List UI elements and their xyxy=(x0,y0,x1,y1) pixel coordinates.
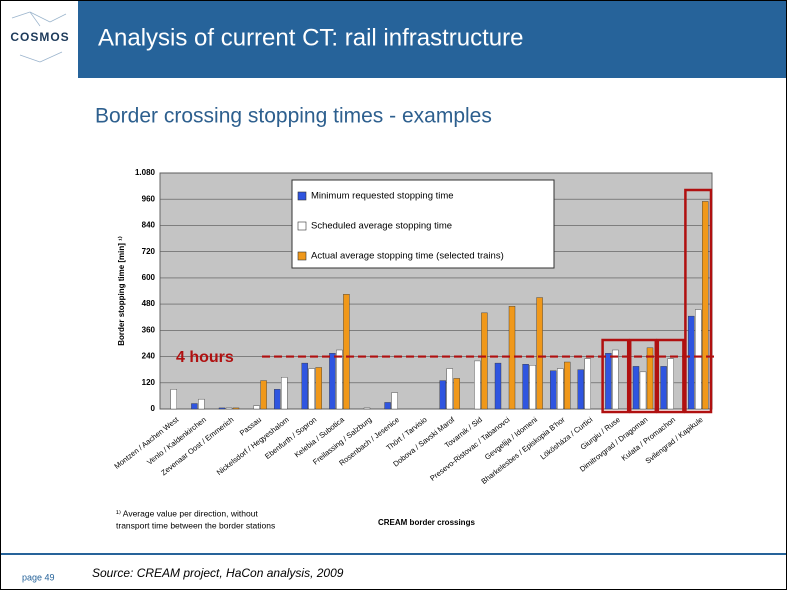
legend-label: Scheduled average stopping time xyxy=(311,221,452,232)
y-tick-label: 480 xyxy=(142,299,156,308)
bar xyxy=(577,369,584,410)
bar xyxy=(260,380,267,410)
subtitle: Border crossing stopping times - example… xyxy=(95,105,492,128)
legend-label: Actual average stopping time (selected t… xyxy=(311,251,504,262)
page-number: page 49 xyxy=(22,572,55,582)
x-axis-label: CREAM border crossings xyxy=(378,518,475,527)
bar xyxy=(702,201,709,410)
highlight-box xyxy=(601,338,630,414)
y-tick-label: 840 xyxy=(142,221,156,230)
bar xyxy=(612,349,619,410)
bar xyxy=(557,368,564,410)
bar xyxy=(453,378,460,410)
bar xyxy=(232,407,240,410)
y-tick-label: 120 xyxy=(142,378,156,387)
bar xyxy=(225,407,233,410)
bar xyxy=(329,353,336,410)
highlight-box xyxy=(656,338,685,414)
bar xyxy=(253,405,260,410)
bar xyxy=(274,389,281,410)
y-tick-label: 600 xyxy=(142,273,156,282)
bar xyxy=(391,392,398,410)
slide-title: Analysis of current CT: rail infrastruct… xyxy=(98,24,523,51)
bar xyxy=(695,309,702,410)
bar xyxy=(191,403,198,410)
bar xyxy=(646,347,654,410)
bar xyxy=(494,362,502,410)
y-axis-label: Border stopping time [min] ¹⁾ xyxy=(117,236,126,346)
bar xyxy=(439,380,446,410)
bar xyxy=(308,368,315,410)
bar xyxy=(667,358,674,410)
footnote: transport time between the border statio… xyxy=(116,520,275,530)
y-tick-label: 720 xyxy=(142,247,156,256)
bar xyxy=(336,349,343,410)
logo-network xyxy=(11,11,67,63)
y-tick-label: 240 xyxy=(142,352,156,361)
source: Source: CREAM project, HaCon analysis, 2… xyxy=(92,566,344,580)
legend-swatch xyxy=(297,221,307,231)
logo-box xyxy=(1,1,78,78)
legend-swatch xyxy=(297,191,307,201)
bar xyxy=(688,315,695,410)
bar xyxy=(639,371,647,410)
y-tick-label: 1.080 xyxy=(135,168,156,177)
highlight-box xyxy=(684,188,713,414)
legend-box xyxy=(291,179,555,269)
bar xyxy=(529,365,536,410)
bar xyxy=(481,312,488,410)
logo-text: COSMOS xyxy=(10,30,69,44)
bar xyxy=(522,364,529,410)
bar xyxy=(315,367,322,410)
bar xyxy=(446,368,453,410)
bar xyxy=(198,398,205,410)
bar xyxy=(170,389,178,410)
legend-label: Minimum requested stopping time xyxy=(311,191,454,202)
y-tick-label: 0 xyxy=(151,404,156,413)
bar xyxy=(632,366,640,410)
footnote: ¹⁾ Average value per direction, without xyxy=(116,508,258,518)
bar xyxy=(550,370,557,410)
highlight-box xyxy=(628,338,658,414)
bar xyxy=(536,297,543,410)
header-bar xyxy=(1,1,786,78)
bar xyxy=(474,360,481,410)
y-tick-label: 360 xyxy=(142,325,156,334)
bar xyxy=(384,402,391,410)
bar xyxy=(281,377,288,410)
bar xyxy=(660,366,667,410)
bar xyxy=(218,407,226,410)
bar xyxy=(584,358,591,410)
bar xyxy=(343,294,350,410)
bar xyxy=(564,361,571,410)
bar xyxy=(301,362,308,410)
reference-label: 4 hours xyxy=(176,349,234,366)
legend-swatch xyxy=(297,251,307,261)
bar xyxy=(605,353,612,410)
bar xyxy=(363,407,371,410)
y-tick-label: 960 xyxy=(142,194,156,203)
